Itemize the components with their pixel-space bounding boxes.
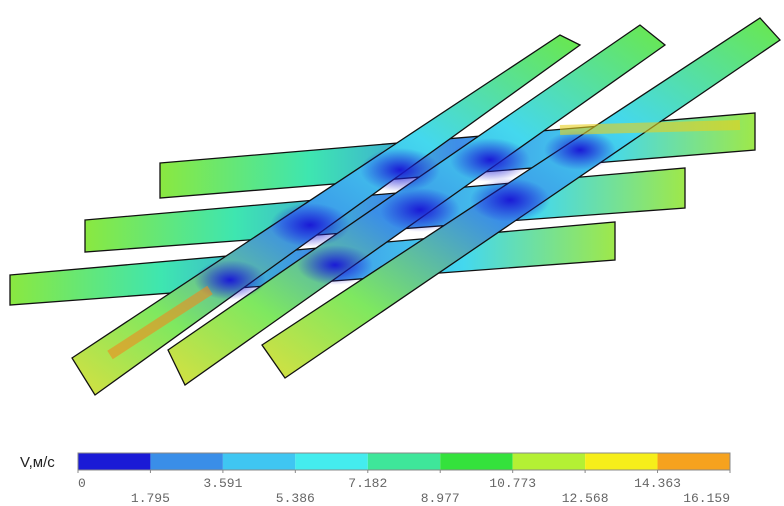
tick-label: 8.977 [421,491,460,506]
vortex [450,138,530,182]
tick-label: 7.182 [348,476,387,491]
visualization: V,м/с 0 1.795 3.591 5.386 7.182 8.977 10.773 12… [0,0,784,506]
colorbar-segment [513,453,585,470]
tick-label: 1.795 [131,491,170,506]
vortex [297,245,373,285]
tick-label: 3.591 [203,476,242,491]
tick-label: 16.159 [683,491,730,506]
vortex [470,178,550,222]
colorbar-segment [78,453,150,470]
colorbar-segment [585,453,657,470]
tick-label: 10.773 [489,476,536,491]
colorbar-segment [150,453,222,470]
tick-label: 12.568 [562,491,609,506]
tick-label: 0 [78,476,86,491]
colorbar-segment [223,453,295,470]
vortex [544,130,616,170]
colorbar-segment [440,453,512,470]
colorbar-segment [368,453,440,470]
tick-label: 5.386 [276,491,315,506]
colorbar-segment [658,453,730,470]
vortex [380,188,460,232]
colorbar: 0 1.795 3.591 5.386 7.182 8.977 10.773 12.568 14… [78,453,730,506]
colorbar-segment [295,453,367,470]
colorbar-label: V,м/с [20,454,55,471]
high-speed-streak [560,125,740,130]
tick-label: 14.363 [634,476,681,491]
flow-field [10,18,780,395]
vortex [360,148,440,192]
vortex [270,203,350,247]
